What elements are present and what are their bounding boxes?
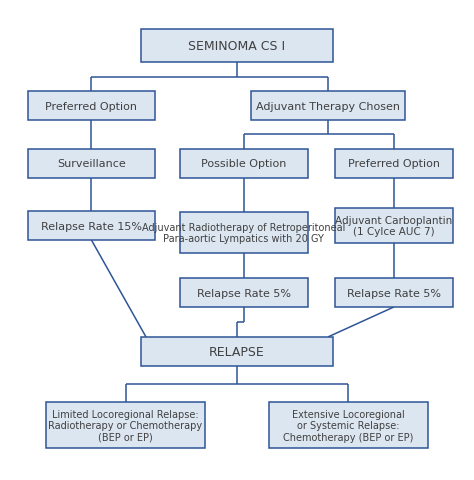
FancyBboxPatch shape [27,92,155,120]
FancyBboxPatch shape [141,337,333,366]
Text: Extensive Locoregional
or Systemic Relapse:
Chemotherapy (BEP or EP): Extensive Locoregional or Systemic Relap… [283,408,414,442]
Text: Relapse Rate 5%: Relapse Rate 5% [347,288,441,298]
Text: Adjuvant Carboplantin
(1 Cylce AUC 7): Adjuvant Carboplantin (1 Cylce AUC 7) [336,216,453,237]
FancyBboxPatch shape [335,150,453,178]
FancyBboxPatch shape [335,209,453,243]
Text: Adjuvant Therapy Chosen: Adjuvant Therapy Chosen [256,101,400,111]
FancyBboxPatch shape [335,279,453,307]
Text: Possible Option: Possible Option [201,159,286,169]
Text: Surveillance: Surveillance [57,159,126,169]
Text: SEMINOMA CS I: SEMINOMA CS I [189,40,285,53]
FancyBboxPatch shape [141,30,333,63]
Text: RELAPSE: RELAPSE [209,345,265,358]
Text: Adjuvant Radiotherapy of Retroperitoneal
Para-aortic Lympatics with 20 GY: Adjuvant Radiotherapy of Retroperitoneal… [142,222,346,244]
FancyBboxPatch shape [46,402,205,448]
FancyBboxPatch shape [27,212,155,240]
FancyBboxPatch shape [180,279,308,307]
FancyBboxPatch shape [269,402,428,448]
Text: Limited Locoregional Relapse:
Radiotherapy or Chemotherapy
(BEP or EP): Limited Locoregional Relapse: Radiothera… [48,408,202,442]
Text: Relapse Rate 5%: Relapse Rate 5% [197,288,291,298]
Text: Relapse Rate 15%: Relapse Rate 15% [41,221,142,231]
FancyBboxPatch shape [27,150,155,178]
FancyBboxPatch shape [180,212,308,254]
Text: Preferred Option: Preferred Option [46,101,137,111]
FancyBboxPatch shape [251,92,405,120]
FancyBboxPatch shape [180,150,308,178]
Text: Preferred Option: Preferred Option [348,159,440,169]
